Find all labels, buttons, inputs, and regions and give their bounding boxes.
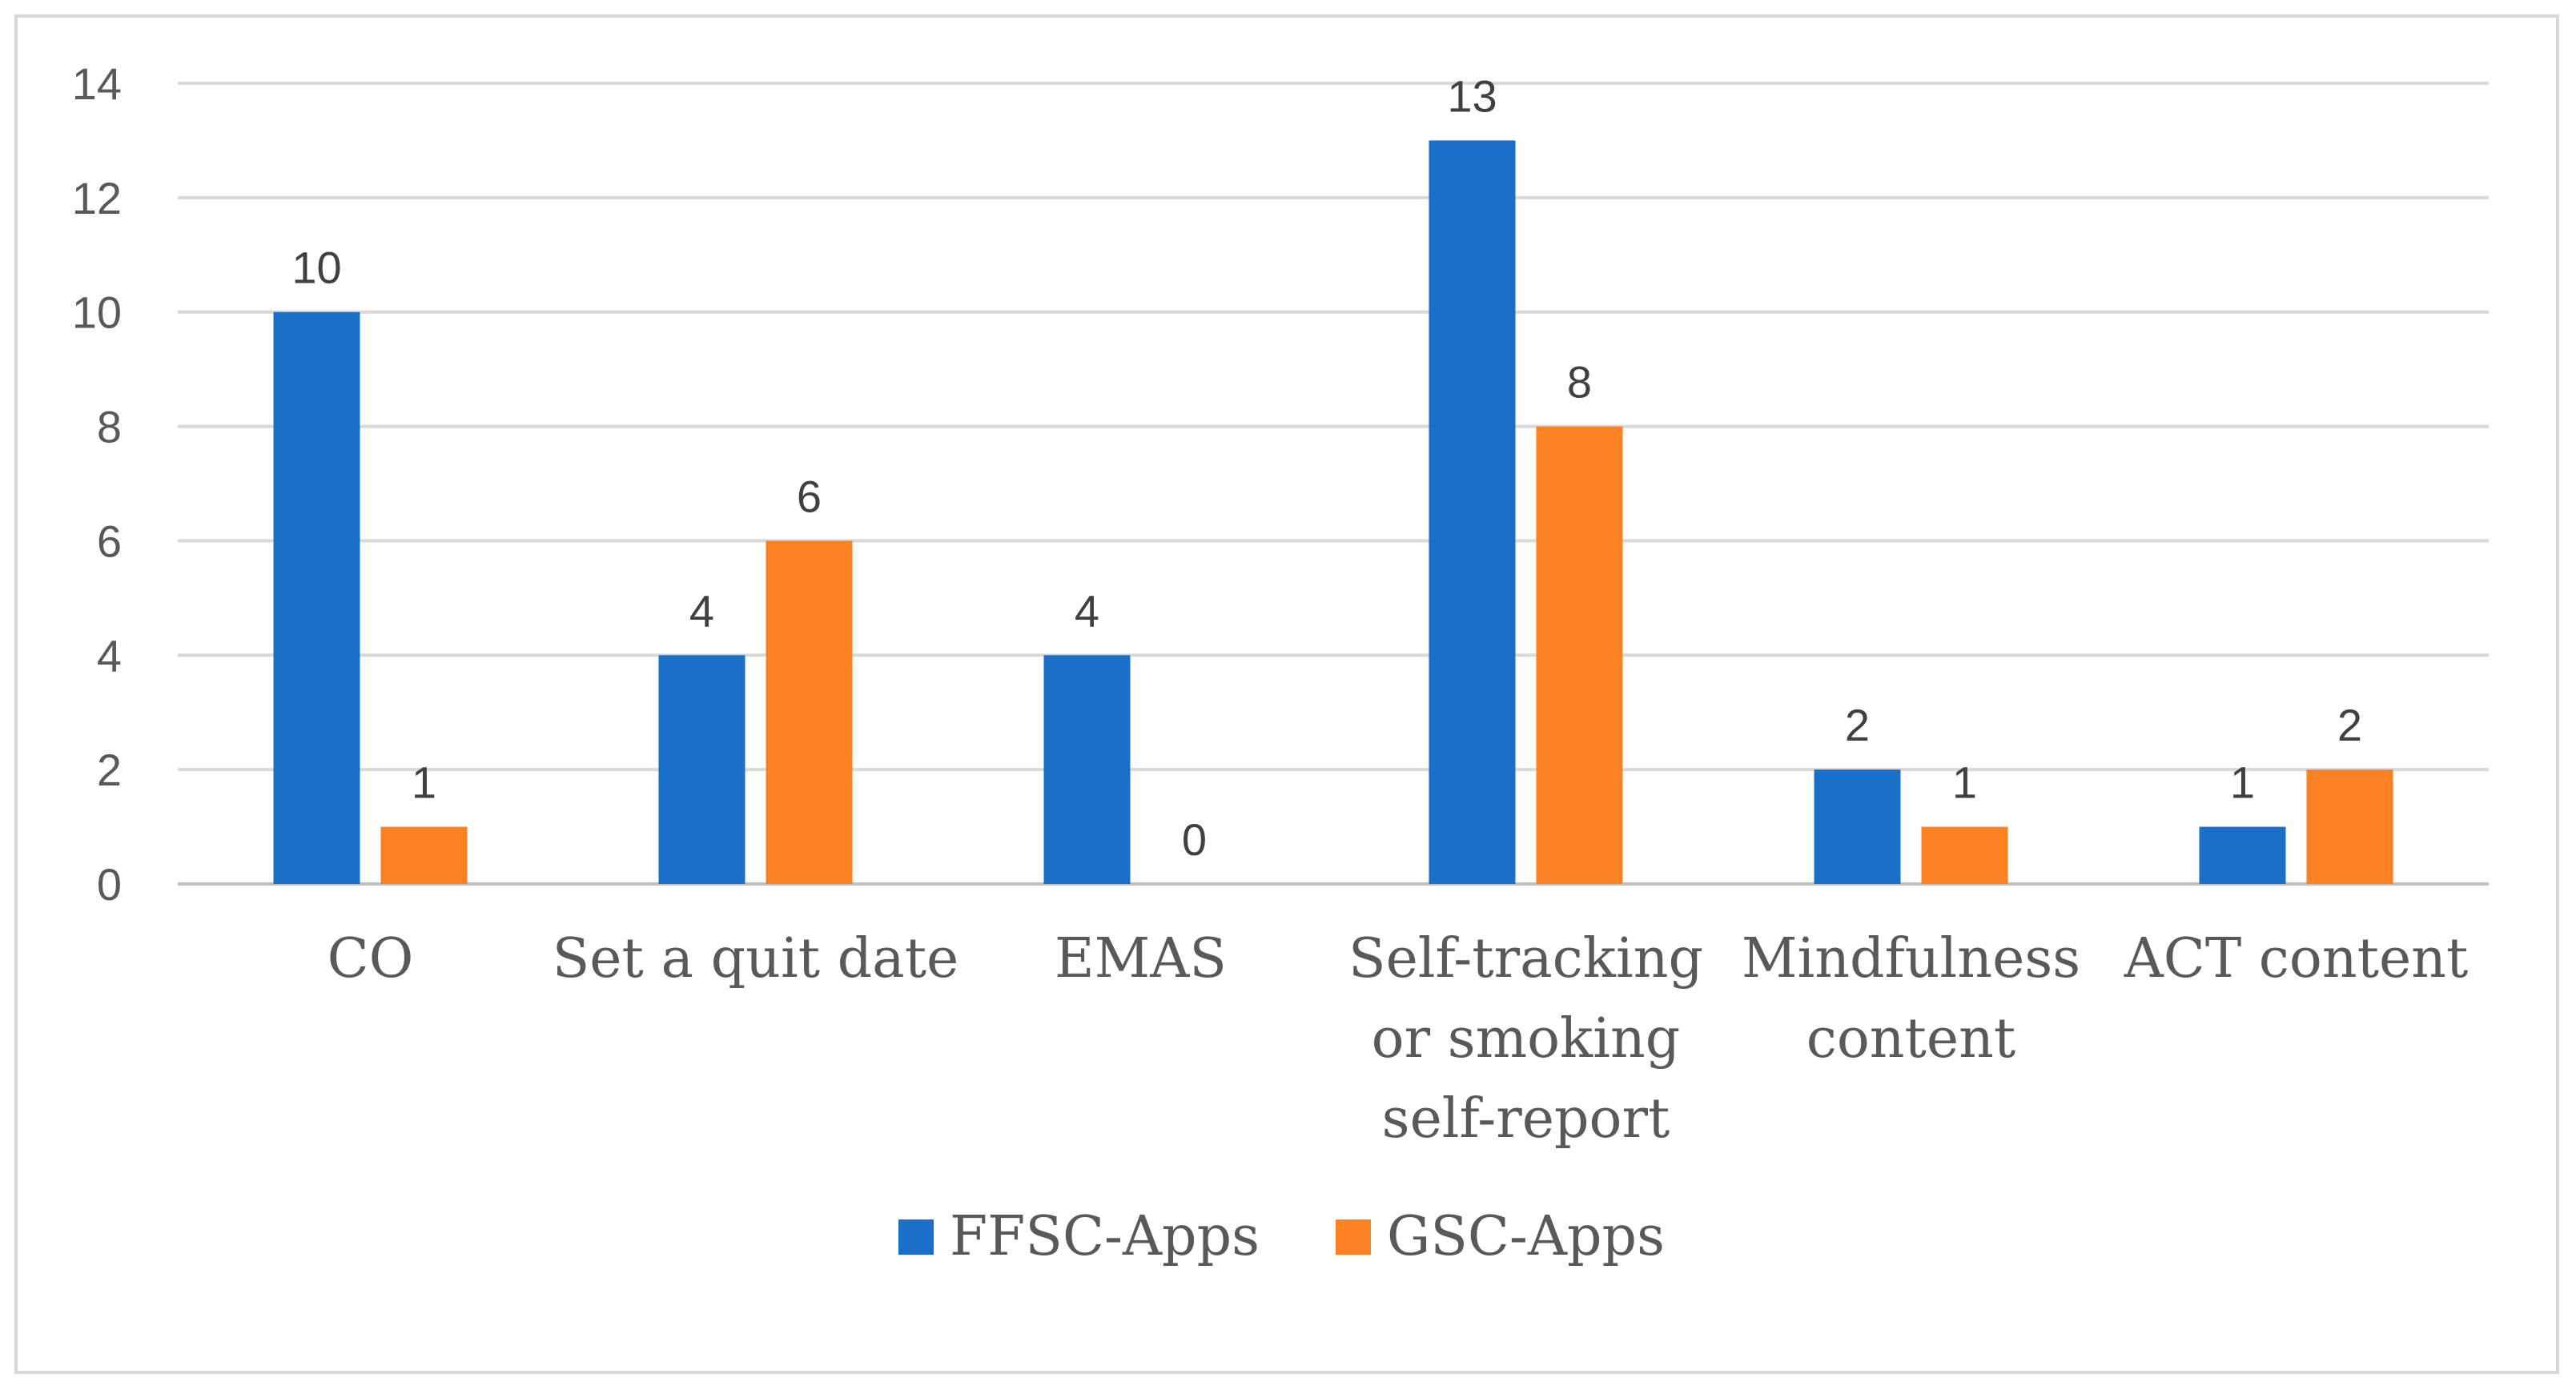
y-tick-label: 8 bbox=[97, 402, 122, 452]
data-label-gsc-apps-4: 1 bbox=[1952, 757, 1977, 808]
bar-gsc-apps-4 bbox=[1921, 826, 2008, 884]
data-label-gsc-apps-0: 1 bbox=[412, 757, 436, 808]
y-tick-label: 6 bbox=[97, 516, 122, 566]
y-tick-label: 0 bbox=[97, 859, 122, 910]
bar-gsc-apps-3 bbox=[1536, 426, 1623, 884]
data-labels: 10 1 4 6 4 0 13 8 2 1 1 2 bbox=[291, 70, 2362, 865]
category-label: Mindfulness bbox=[1742, 927, 2080, 990]
bar-ffsc-apps-0 bbox=[273, 311, 360, 884]
y-tick-label: 12 bbox=[72, 173, 122, 223]
y-axis-ticks: 0 2 4 6 8 10 12 14 bbox=[72, 58, 122, 910]
category-label: CO bbox=[328, 927, 414, 990]
category-label: ACT content bbox=[2124, 927, 2469, 990]
category-label: or smoking bbox=[1372, 1007, 1681, 1071]
bar-gsc-apps-0 bbox=[380, 826, 468, 884]
bar-gsc-apps-5 bbox=[2306, 769, 2393, 884]
data-label-gsc-apps-1: 6 bbox=[797, 471, 822, 521]
bar-ffsc-apps-1 bbox=[658, 655, 745, 884]
bar-ffsc-apps-3 bbox=[1429, 140, 1516, 884]
legend-label-gsc-apps: GSC-Apps bbox=[1387, 1205, 1665, 1268]
category-label: self-report bbox=[1382, 1087, 1670, 1151]
legend-swatch-ffsc-apps bbox=[898, 1219, 934, 1255]
category-label: content bbox=[1806, 1007, 2016, 1071]
data-label-gsc-apps-5: 2 bbox=[2337, 700, 2362, 750]
bar-gsc-apps-1 bbox=[766, 540, 853, 884]
data-label-ffsc-apps-1: 4 bbox=[689, 585, 714, 636]
category-label: Self-tracking bbox=[1348, 927, 1703, 990]
data-label-gsc-apps-2: 0 bbox=[1182, 814, 1207, 865]
y-tick-label: 2 bbox=[97, 745, 122, 795]
data-label-ffsc-apps-4: 2 bbox=[1845, 700, 1870, 750]
category-label: Set a quit date bbox=[553, 927, 959, 990]
category-label: EMAS bbox=[1055, 927, 1227, 990]
bars bbox=[273, 140, 2393, 884]
chart-frame: 0 2 4 6 8 10 12 14 10 1 4 6 4 0 13 8 2 1 1 2 CO Set a quit … bbox=[14, 14, 2559, 1374]
data-label-gsc-apps-3: 8 bbox=[1567, 357, 1592, 408]
y-tick-label: 4 bbox=[97, 630, 122, 681]
legend: FFSC-Apps GSC-Apps bbox=[898, 1205, 1665, 1268]
data-label-ffsc-apps-5: 1 bbox=[2230, 757, 2255, 808]
data-label-ffsc-apps-3: 13 bbox=[1447, 70, 1497, 121]
y-tick-label: 14 bbox=[72, 58, 122, 109]
data-label-ffsc-apps-2: 4 bbox=[1075, 585, 1099, 636]
bar-ffsc-apps-4 bbox=[1814, 769, 1901, 884]
bar-ffsc-apps-2 bbox=[1043, 655, 1131, 884]
data-label-ffsc-apps-0: 10 bbox=[291, 243, 341, 293]
legend-label-ffsc-apps: FFSC-Apps bbox=[950, 1205, 1260, 1268]
bar-ffsc-apps-5 bbox=[2199, 826, 2286, 884]
gridlines bbox=[178, 82, 2489, 886]
x-axis-categories: CO Set a quit date EMAS Self-tracking or smo… bbox=[328, 927, 2469, 1151]
legend-swatch-gsc-apps bbox=[1336, 1219, 1371, 1255]
y-tick-label: 10 bbox=[72, 287, 122, 338]
